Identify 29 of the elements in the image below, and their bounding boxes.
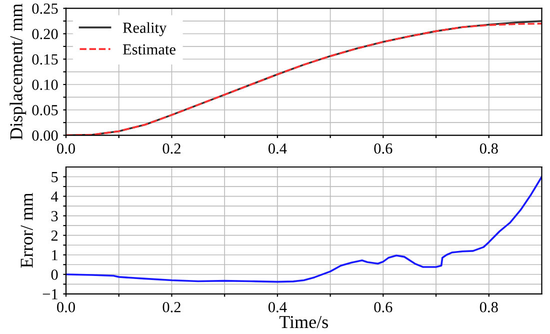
line-series	[66, 176, 542, 283]
x-tick-label: 0.4	[268, 143, 287, 154]
y-tick-label: 0.20	[32, 28, 58, 40]
y-axis-title: Displacement/ mm	[10, 4, 26, 140]
x-tick-label: 0.2	[162, 143, 180, 154]
y-tick-label: 2	[51, 230, 58, 241]
y-tick-label: 0	[51, 270, 58, 280]
x-axis-title: Time/s	[279, 316, 328, 328]
x-tick-label: 0.2	[162, 302, 180, 312]
y-tick-label: 3	[51, 211, 58, 222]
y-tick-label: 1	[52, 250, 58, 260]
x-tick-label: 0.0	[57, 302, 75, 312]
y-tick-label: 0.10	[32, 80, 58, 90]
legend-label: Estimate	[122, 44, 176, 55]
y-axis-title: Error/ mm	[20, 192, 33, 268]
x-tick-label: 0.4	[268, 302, 287, 312]
y-tick-label: 4	[51, 192, 58, 202]
x-tick-label: 0.8	[480, 302, 498, 312]
y-tick-label: −1	[42, 289, 58, 300]
y-tick-label: 5	[52, 172, 58, 182]
x-tick-label: 0.8	[480, 143, 498, 154]
y-tick-label: 0.00	[32, 130, 58, 141]
x-tick-label: 0.6	[374, 143, 392, 154]
x-tick-label: 0.0	[57, 143, 75, 154]
legend-label: Reality	[122, 22, 167, 36]
y-tick-label: 0.05	[32, 105, 58, 116]
y-tick-label: 0.25	[32, 3, 58, 14]
y-tick-label: 0.15	[32, 54, 58, 65]
x-tick-label: 0.6	[374, 302, 392, 312]
